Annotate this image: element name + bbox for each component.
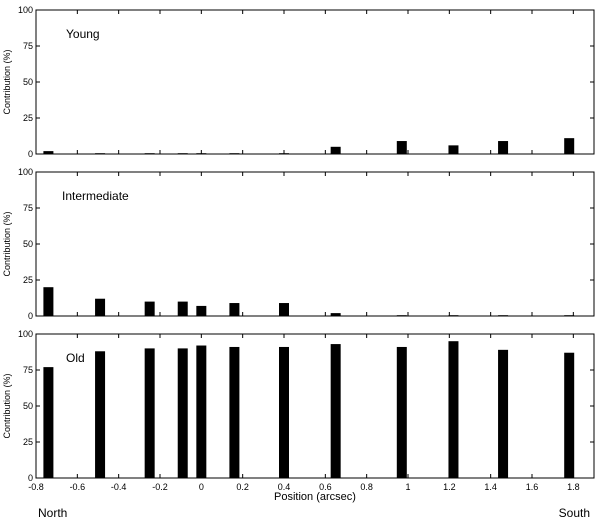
bar (448, 315, 459, 316)
panel-young: 0 25 50 75 100 Contribution (%) Young (2, 5, 595, 159)
y-tick-label: 100 (18, 329, 33, 339)
bar (279, 153, 289, 154)
bar (396, 315, 407, 316)
bar (43, 287, 54, 316)
bar (448, 341, 459, 478)
bar (43, 367, 54, 478)
bar (498, 349, 509, 478)
bar (564, 138, 575, 154)
y-tick-label: 25 (23, 437, 33, 447)
panel-title: Old (66, 351, 85, 365)
bar (177, 348, 188, 478)
south-label: South (559, 506, 590, 519)
y-tick-label: 50 (23, 77, 33, 87)
bar (196, 305, 207, 316)
bar (396, 346, 407, 478)
bar (177, 301, 188, 316)
x-tick-label: 1.6 (526, 482, 539, 492)
bar (330, 344, 341, 478)
panel-title: Intermediate (62, 189, 129, 203)
bar (229, 303, 240, 316)
bar (279, 303, 289, 316)
plot-frame (35, 333, 595, 479)
panel-old: 0 25 50 75 100 -0.8 -0.6 -0.4 -0.2 0 0.2 0.4 0.6 0.8 1… (2, 329, 595, 492)
bar (448, 145, 459, 154)
bar (330, 146, 341, 154)
bar (498, 315, 509, 316)
x-tick-label: -0.8 (28, 482, 44, 492)
bar (95, 298, 106, 316)
y-tick-label: 25 (23, 275, 33, 285)
bar (564, 352, 575, 478)
bar (196, 345, 207, 478)
y-tick-label: 50 (23, 401, 33, 411)
bar (95, 351, 106, 478)
north-label: North (38, 506, 67, 519)
y-tick-label: 50 (23, 239, 33, 249)
x-axis-label: Position (arcsec) (274, 491, 356, 503)
bar (564, 315, 575, 316)
bar (177, 153, 188, 154)
y-axis-label: Contribution (%) (2, 211, 12, 276)
bar (144, 153, 155, 154)
bar (144, 348, 155, 478)
x-tick-label: -0.2 (152, 482, 168, 492)
panel-title: Young (66, 27, 100, 41)
x-tick-label: 1.4 (484, 482, 497, 492)
x-tick-label: 0.2 (236, 482, 249, 492)
y-axis-label: Contribution (%) (2, 373, 12, 438)
y-tick-label: 75 (23, 365, 33, 375)
y-axis-label: Contribution (%) (2, 49, 12, 114)
x-tick-label: -0.4 (111, 482, 127, 492)
y-tick-label: 100 (18, 167, 33, 177)
x-tick-label: 0.8 (360, 482, 373, 492)
y-tick-label: 100 (18, 5, 33, 15)
bar (144, 301, 155, 316)
bar (396, 141, 407, 154)
bar (95, 153, 106, 154)
x-tick-label: 1.2 (443, 482, 456, 492)
panel-intermediate: 0 25 50 75 100 Contribution (%) Intermediate (2, 167, 595, 321)
y-tick-label: 0 (28, 311, 33, 321)
x-tick-label: 0 (199, 482, 204, 492)
bar (279, 346, 289, 478)
bar (196, 153, 207, 154)
x-tick-label: 0.4 (278, 482, 291, 492)
bar (43, 151, 54, 154)
plot-frame (35, 9, 595, 155)
x-tick-label: 0.6 (319, 482, 332, 492)
x-tick-label: -0.6 (70, 482, 86, 492)
bar (229, 153, 240, 154)
y-tick-label: 75 (23, 203, 33, 213)
y-tick-label: 75 (23, 41, 33, 51)
y-tick-label: 0 (28, 473, 33, 483)
y-tick-label: 0 (28, 149, 33, 159)
bar (229, 346, 240, 478)
x-tick-label: 1 (405, 482, 410, 492)
bar (498, 141, 509, 154)
bar (330, 313, 341, 316)
x-tick-label: 1.8 (567, 482, 580, 492)
y-tick-label: 25 (23, 113, 33, 123)
